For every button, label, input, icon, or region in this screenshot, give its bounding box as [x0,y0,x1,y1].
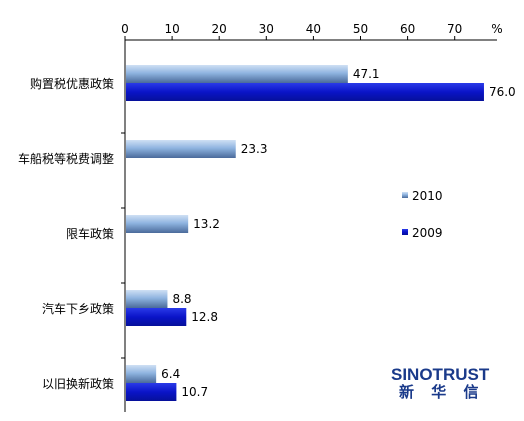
logo: SINOTRUST 新 华 信 [391,365,490,401]
legend-item-2010: 2010 [402,189,443,203]
category-label-0: 购置税优惠政策 [30,76,114,91]
value-label-2009-3: 12.8 [191,310,218,324]
value-label-2010-1: 23.3 [241,142,268,156]
category-label-4: 以旧换新政策 [42,376,114,391]
bar-2009-0 [126,83,484,101]
axis-layer: 0 10 20 30 40 50 60 70% [121,22,503,412]
value-label-2009-4: 10.7 [181,385,208,399]
legend-item-2009: 2009 [402,226,443,240]
category-label-2: 限车政策 [66,226,114,241]
x-axis-unit: % [491,22,502,36]
legend-swatch-2010 [402,192,408,198]
legend-swatch-2009 [402,229,408,235]
x-tick-label-40: 40 [306,22,321,36]
bar-2010-0 [126,65,348,83]
x-tick-label-0: 0 [121,22,129,36]
legend-label-2009: 2009 [412,226,443,240]
value-label-2009-0: 76.0 [489,85,516,99]
value-label-2010-0: 47.1 [353,67,380,81]
logo-text-en: SINOTRUST [391,365,490,384]
x-tick-label-10: 10 [164,22,179,36]
value-label-2010-4: 6.4 [161,367,180,381]
value-label-2010-2: 13.2 [193,217,220,231]
x-tick-label-70: 70 [447,22,462,36]
bar-2009-4 [126,383,177,401]
bar-2009-3 [126,308,187,326]
x-tick-label-50: 50 [353,22,368,36]
bar-2010-4 [126,365,157,383]
value-label-2010-3: 8.8 [172,292,191,306]
logo-text-cn: 新 华 信 [399,383,484,401]
labels-layer: 购置税优惠政策 47.1 76.0 车船税等税费调整 23.3 限车政策 13.2 汽车下乡政… [18,67,516,399]
bar-2010-1 [126,140,236,158]
x-tick-label-60: 60 [400,22,415,36]
legend-label-2010: 2010 [412,189,443,203]
bar-2010-2 [126,215,189,233]
legend: 2010 2009 [402,189,443,240]
x-tick-label-20: 20 [212,22,227,36]
category-label-1: 车船税等税费调整 [18,151,114,166]
category-label-3: 汽车下乡政策 [42,301,114,316]
x-tick-label-30: 30 [259,22,274,36]
bar-2010-3 [126,290,168,308]
bars-layer [126,65,484,401]
